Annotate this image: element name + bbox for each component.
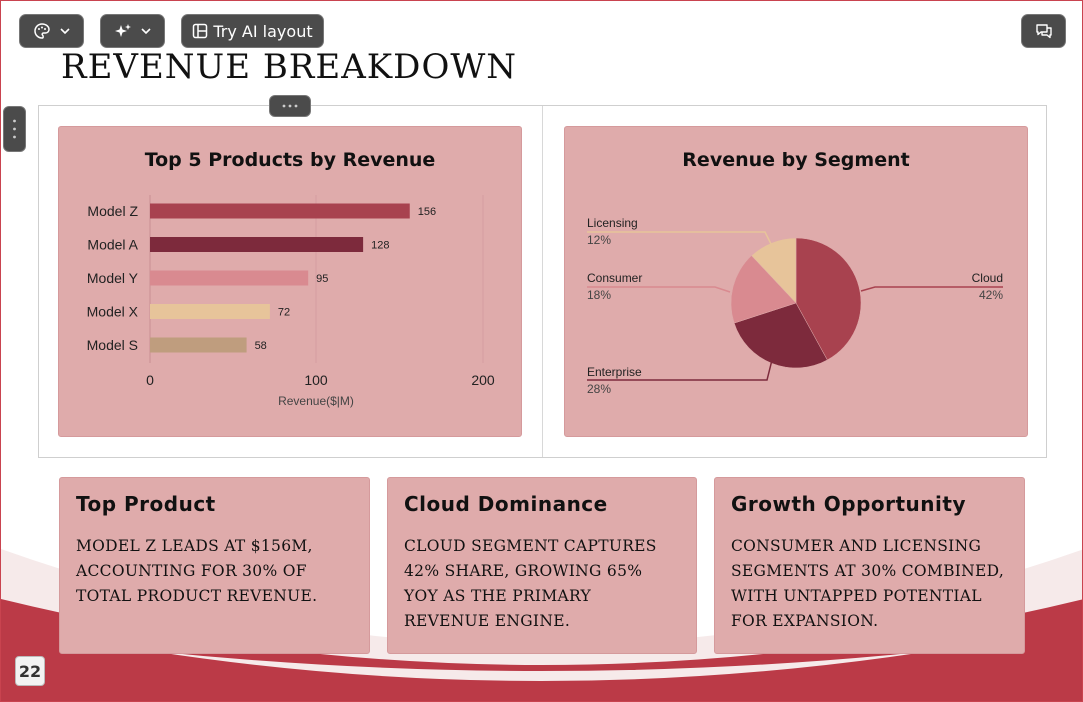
pie-chart-title: Revenue by Segment xyxy=(682,149,910,171)
pie-label-cloud: Cloud xyxy=(972,271,1003,285)
bar-chart: Model Z 156 Model A 128 Model Y 95 Model X 72 Mo… xyxy=(87,195,495,408)
bar-value-label: 156 xyxy=(418,206,436,218)
try-ai-layout-button[interactable]: Try AI layout xyxy=(181,14,324,48)
more-horizontal-icon xyxy=(282,104,298,108)
palette-icon xyxy=(33,23,50,39)
leader-line-enterprise xyxy=(587,359,773,381)
info-card-cloud-dominance[interactable]: Cloud Dominance Cloud segment captures 4… xyxy=(387,477,697,654)
more-vertical-icon xyxy=(13,119,16,139)
pie-slice-enterprise xyxy=(733,302,828,369)
x-tick-label: 0 xyxy=(146,372,154,388)
pie-slice-licensing xyxy=(751,237,797,304)
bar-value-label: 72 xyxy=(278,307,290,319)
chevron-down-icon xyxy=(140,28,151,35)
bar-category-label: Model S xyxy=(87,337,138,353)
info-card-body: Model Z leads at $156M, accounting for 3… xyxy=(76,537,318,605)
x-tick-label: 100 xyxy=(304,372,328,388)
bar-category-label: Model A xyxy=(87,237,138,253)
pie-value-enterprise: 28% xyxy=(587,382,611,396)
comments-button[interactable] xyxy=(1021,14,1066,48)
pie-label-licensing: Licensing xyxy=(587,216,638,230)
pie-label-consumer: Consumer xyxy=(587,271,642,285)
leader-line-cloud xyxy=(860,286,1003,292)
bar-category-label: Model Z xyxy=(87,203,138,219)
x-tick-label: 200 xyxy=(471,372,495,388)
bar-category-label: Model X xyxy=(87,304,139,320)
bar-category-label: Model Y xyxy=(87,270,139,286)
bar-value-label: 95 xyxy=(316,273,328,285)
drag-handle-vertical[interactable] xyxy=(3,106,26,152)
pie-slice-cloud xyxy=(795,237,862,361)
info-card-title: Top Product xyxy=(76,492,216,516)
info-card-title: Growth Opportunity xyxy=(731,492,966,516)
page-title: Revenue Breakdown xyxy=(61,47,518,87)
bar-chart-title: Top 5 Products by Revenue xyxy=(144,149,436,171)
info-card-top-product[interactable]: Top Product Model Z leads at $156M, acco… xyxy=(59,477,370,654)
pie-slice-consumer xyxy=(730,255,797,324)
sparkle-icon xyxy=(114,24,131,37)
info-card-body: Consumer and Licensing segments at 30% c… xyxy=(731,537,1005,630)
bar-value-label: 128 xyxy=(371,240,389,252)
pie-chart: Cloud 42% Enterprise 28% Consumer 18% Li… xyxy=(587,216,1003,396)
info-card-body: Cloud segment captures 42% share, growin… xyxy=(404,537,657,630)
ai-tools-menu-button[interactable] xyxy=(100,14,165,48)
chart-divider xyxy=(542,106,543,457)
pie-value-consumer: 18% xyxy=(587,288,611,302)
pie-label-enterprise: Enterprise xyxy=(587,365,642,379)
comment-icon xyxy=(1035,24,1052,39)
pie-chart-card[interactable]: Revenue by Segment Cloud 42% Enterprise … xyxy=(564,126,1028,437)
drag-handle-horizontal[interactable] xyxy=(269,95,311,117)
x-axis-label: Revenue($|M) xyxy=(278,394,354,408)
bar-model-s xyxy=(150,337,247,353)
leader-line-consumer xyxy=(587,286,731,293)
bar-model-a xyxy=(150,237,364,252)
leader-line-licensing xyxy=(587,231,772,245)
chevron-down-icon xyxy=(59,28,70,35)
page-number: 22 xyxy=(15,656,45,686)
bar-model-y xyxy=(150,270,309,286)
info-card-growth-opportunity[interactable]: Growth Opportunity Consumer and Licensin… xyxy=(714,477,1025,654)
layout-icon xyxy=(193,23,208,39)
bar-model-z xyxy=(150,203,410,219)
pie-value-cloud: 42% xyxy=(979,288,1003,302)
try-ai-layout-label: Try AI layout xyxy=(213,21,313,41)
bar-model-x xyxy=(150,304,270,319)
info-card-title: Cloud Dominance xyxy=(404,492,608,516)
bar-value-label: 58 xyxy=(255,340,267,352)
pie-value-licensing: 12% xyxy=(587,233,611,247)
bar-chart-card[interactable]: Top 5 Products by Revenue Model Z 156 Mode… xyxy=(58,126,522,437)
theme-menu-button[interactable] xyxy=(19,14,84,48)
